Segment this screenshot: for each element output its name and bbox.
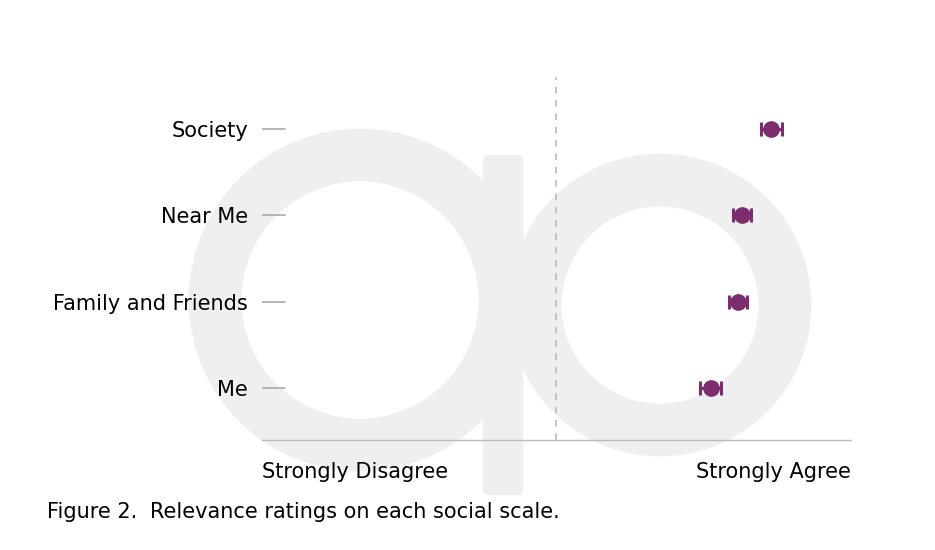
Text: Figure 2.: Figure 2.: [47, 503, 137, 522]
FancyBboxPatch shape: [483, 155, 523, 495]
Text: Strongly Agree: Strongly Agree: [696, 461, 851, 482]
Text: Strongly Disagree: Strongly Disagree: [262, 461, 448, 482]
Text: Relevance ratings on each social scale.: Relevance ratings on each social scale.: [150, 503, 559, 522]
